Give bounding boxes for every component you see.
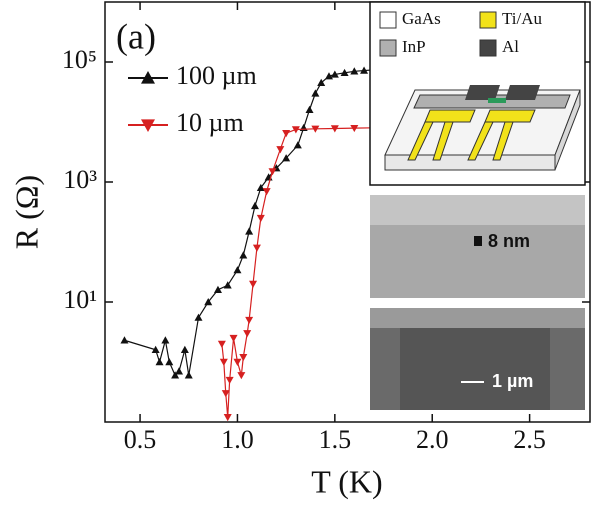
data-marker [250,201,259,210]
data-marker [305,105,314,113]
panel-label: (a) [116,16,156,56]
data-marker [311,125,320,133]
data-marker [155,358,164,366]
data-marker [151,345,160,353]
data-marker [223,414,232,422]
data-marker [245,316,254,325]
data-marker [268,168,277,176]
data-marker [175,367,184,375]
legend-label: 100 µm [176,61,257,90]
data-marker [252,244,261,252]
data-marker [184,371,193,379]
y-tick-label: 10¹ [63,285,97,314]
inset-legend-label: GaAs [402,9,441,28]
legend-label: 10 µm [176,108,244,137]
inset-sem-2: 1 µm [370,308,585,410]
data-marker [165,358,174,366]
data-marker [217,340,226,348]
y-tick-label: 10³ [63,165,97,194]
data-marker [180,345,189,353]
data-marker [249,280,258,288]
y-axis-label: R (Ω) [8,175,44,249]
y-tick-label: 10⁵ [62,45,97,74]
data-marker [350,124,359,133]
data-marker [239,354,248,362]
data-marker [223,281,232,289]
inset-legend-swatch [379,39,397,57]
data-marker [256,214,265,223]
legend: 100 µm 10 µm [128,61,257,137]
data-marker [219,358,228,366]
inset-legend-label: Ti/Au [502,9,543,28]
data-marker [245,227,254,235]
data-marker [350,67,359,75]
legend-marker [141,71,155,84]
data-marker [120,336,129,344]
data-marker [311,89,320,97]
scale-label: 8 nm [488,231,530,251]
data-marker [194,313,203,321]
data-marker [233,358,242,366]
inset-schematic: GaAs Ti/Au InP Al [369,1,586,186]
data-marker [360,66,369,74]
data-marker [262,188,271,196]
data-marker [171,371,180,379]
data-marker [243,330,252,338]
data-marker [161,336,170,344]
data-marker [330,70,339,78]
data-marker [233,266,242,274]
x-tick-label: 1.5 [319,425,352,454]
inset-legend-label: InP [402,37,426,56]
scale-label: 1 µm [492,371,533,391]
data-marker [237,372,246,380]
data-marker [204,298,213,306]
data-marker [239,251,248,259]
inset-legend-swatch [479,11,497,29]
plot-frame [104,1,591,423]
data-marker [256,183,265,192]
inset-legend-swatch [479,39,497,57]
data-marker [282,154,291,162]
x-axis-label: T (K) [311,463,382,499]
x-tick-label: 0.5 [124,425,157,454]
data-marker [225,376,234,385]
data-marker [330,125,339,133]
x-tick-label: 2.5 [513,425,546,454]
data-marker [340,68,349,77]
inset-legend-swatch [379,11,397,29]
data-marker [213,285,222,293]
data-marker [299,123,308,132]
data-marker [317,78,326,87]
data-marker [282,130,291,138]
inset-sem-1: 8 nm [370,195,585,298]
data-marker [276,146,285,154]
x-tick-label: 1.0 [221,425,254,454]
data-marker [291,126,300,134]
data-marker [221,390,230,398]
data-marker [229,334,238,343]
inset-legend-label: Al [502,37,519,56]
data-marker [293,141,302,149]
legend-marker [141,119,155,132]
x-tick-label: 2.0 [416,425,449,454]
